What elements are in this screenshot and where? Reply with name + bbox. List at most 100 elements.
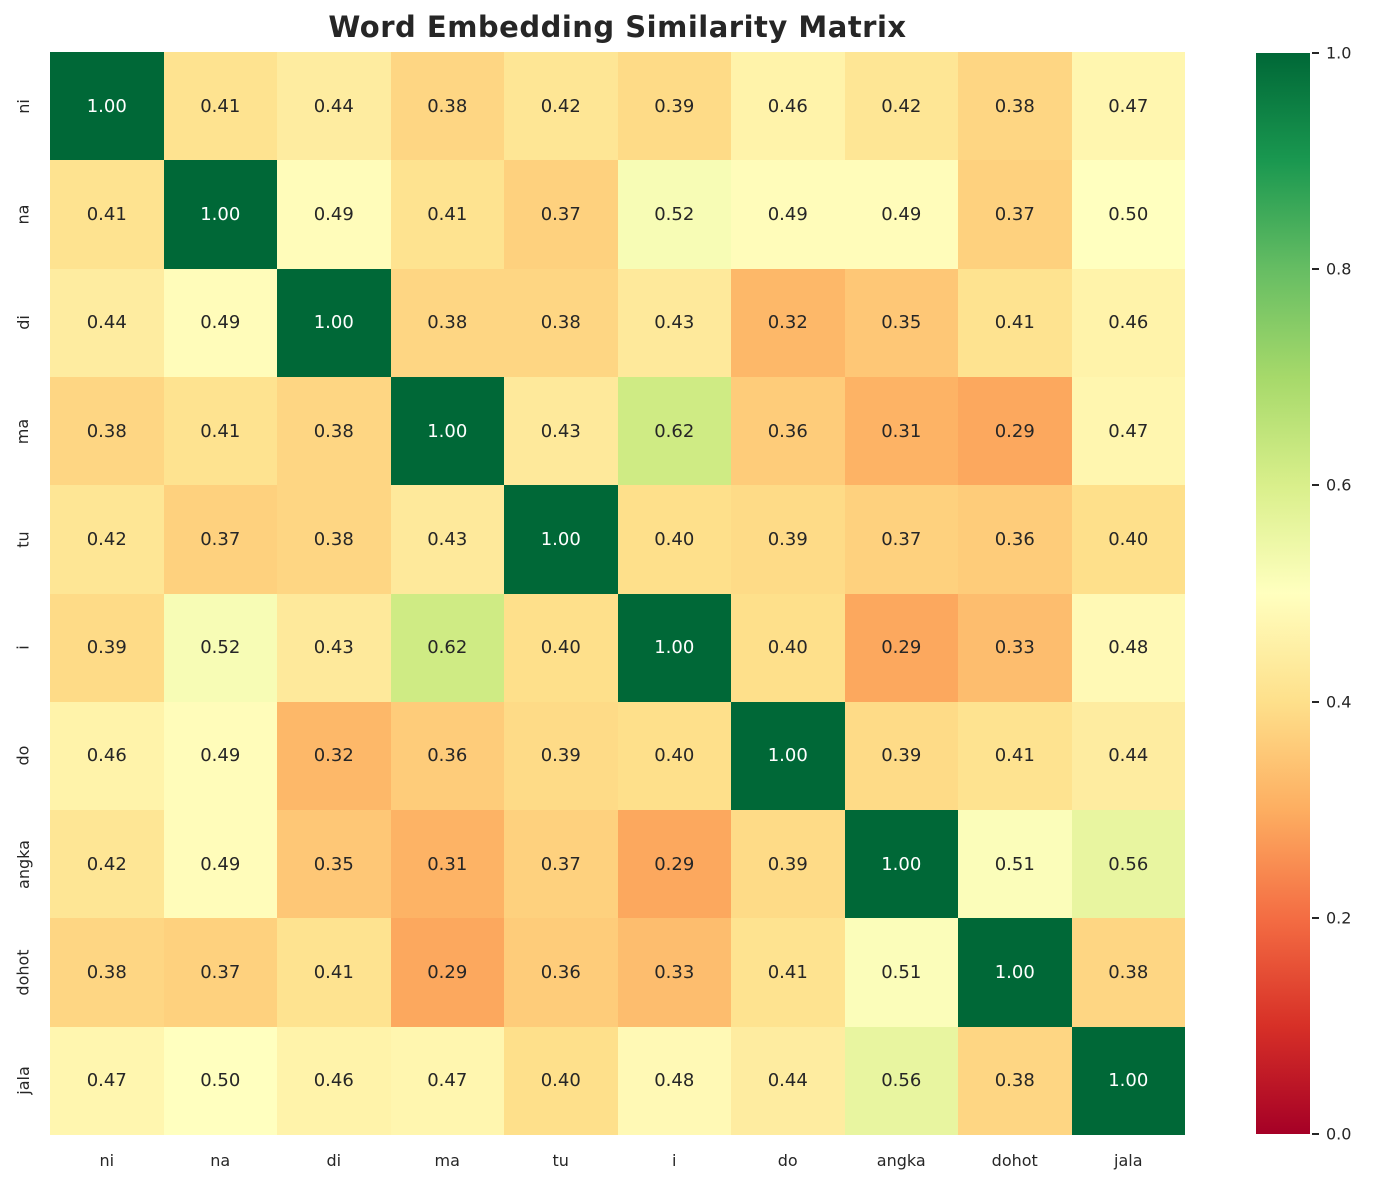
y-tick-label-text: jala [13, 1066, 33, 1096]
heatmap-cell-dohot-i: 0.33 [617, 918, 731, 1027]
x-tick-label-tu: tu [552, 1150, 569, 1170]
heatmap-cell-na-angka: 0.49 [844, 160, 958, 269]
heatmap-cell-jala-do: 0.44 [731, 1026, 845, 1135]
colorbar-tick-label: 0.2 [1326, 908, 1352, 928]
heatmap-cell-na-na: 1.00 [163, 160, 277, 269]
heatmap-cell-jala-tu: 0.40 [504, 1026, 618, 1135]
heatmap-cell-angka-angka: 1.00 [844, 810, 958, 919]
heatmap-cell-na-ma: 0.41 [390, 160, 504, 269]
heatmap-cell-na-di: 0.49 [277, 160, 391, 269]
colorbar-tick-label: 0.0 [1326, 1124, 1352, 1144]
heatmap-cell-do-na: 0.49 [163, 701, 277, 811]
heatmap-cell-do-ni: 0.46 [50, 701, 164, 811]
heatmap-cell-dohot-di: 0.41 [277, 918, 391, 1027]
heatmap-cell-i-do: 0.40 [731, 593, 845, 702]
heatmap-cell-ma-i: 0.62 [617, 376, 731, 486]
heatmap-cell-do-angka: 0.39 [844, 701, 958, 811]
heatmap-cell-dohot-jala: 0.38 [1071, 918, 1185, 1027]
heatmap-cell-i-di: 0.43 [277, 593, 391, 702]
heatmap-cell-tu-ni: 0.42 [50, 485, 164, 594]
heatmap-cell-na-ni: 0.41 [50, 160, 164, 269]
heatmap-cell-tu-angka: 0.37 [844, 485, 958, 594]
heatmap-cell-ma-ni: 0.38 [50, 376, 164, 486]
y-tick-label-text: angka [13, 839, 33, 889]
heatmap-cell-dohot-do: 0.41 [731, 918, 845, 1027]
heatmap-cell-jala-di: 0.46 [277, 1026, 391, 1135]
heatmap-cell-di-angka: 0.35 [844, 268, 958, 377]
heatmap-cell-ni-di: 0.44 [277, 52, 391, 161]
heatmap-cell-ni-i: 0.39 [617, 52, 731, 161]
x-tick-label-i: i [672, 1150, 677, 1170]
heatmap-cell-do-jala: 0.44 [1071, 701, 1185, 811]
colorbar-tick-mark [1312, 52, 1319, 54]
heatmap-cell-dohot-ni: 0.38 [50, 918, 164, 1027]
heatmap-cell-ni-na: 0.41 [163, 52, 277, 161]
heatmap-cell-di-na: 0.49 [163, 268, 277, 377]
x-tick-label-na: na [210, 1150, 231, 1170]
heatmap-cell-i-jala: 0.48 [1071, 593, 1185, 702]
heatmap-cell-ma-ma: 1.00 [390, 376, 504, 486]
heatmap-cell-angka-ma: 0.31 [390, 810, 504, 919]
y-tick-label-text: na [13, 204, 33, 225]
colorbar: 0.0 0.2 0.4 0.6 0.8 1.0 [1256, 44, 1351, 1144]
y-tick-label-dohot: dohot [0, 918, 46, 1026]
heatmap-cell-ma-jala: 0.47 [1071, 376, 1185, 486]
y-tick-label-jala: jala [0, 1027, 46, 1135]
heatmap-cell-i-na: 0.52 [163, 593, 277, 702]
heatmap-cell-di-dohot: 0.41 [958, 268, 1072, 377]
heatmap-cell-ma-di: 0.38 [277, 376, 391, 486]
x-tick-label-angka: angka [876, 1150, 926, 1170]
heatmap-cell-tu-ma: 0.43 [390, 485, 504, 594]
heatmap-cell-do-ma: 0.36 [390, 701, 504, 811]
heatmap-cell-di-ma: 0.38 [390, 268, 504, 377]
y-tick-label-i: i [0, 594, 46, 702]
heatmap-cell-ni-jala: 0.47 [1071, 52, 1185, 161]
heatmap-cell-do-tu: 0.39 [504, 701, 618, 811]
heatmap-cell-ni-dohot: 0.38 [958, 52, 1072, 161]
heatmap-cell-di-tu: 0.38 [504, 268, 618, 377]
y-tick-label-text: dohot [13, 949, 33, 996]
x-tick-label-dohot: dohot [991, 1150, 1038, 1170]
heatmap-cell-na-jala: 0.50 [1071, 160, 1185, 269]
heatmap-cell-jala-dohot: 0.38 [958, 1026, 1072, 1135]
y-tick-label-text: i [13, 645, 33, 650]
heatmap-cell-di-i: 0.43 [617, 268, 731, 377]
heatmap-cell-angka-do: 0.39 [731, 810, 845, 919]
heatmap-cell-do-do: 1.00 [731, 701, 845, 811]
heatmap-cell-tu-jala: 0.40 [1071, 485, 1185, 594]
colorbar-tick-label: 0.8 [1326, 259, 1352, 279]
colorbar-tick-label: 1.0 [1326, 43, 1352, 63]
heatmap-cell-na-do: 0.49 [731, 160, 845, 269]
heatmap-cell-ma-tu: 0.43 [504, 376, 618, 486]
heatmap-cell-tu-na: 0.37 [163, 485, 277, 594]
heatmap-cell-i-dohot: 0.33 [958, 593, 1072, 702]
y-tick-label-text: di [13, 315, 33, 331]
y-tick-label-do: do [0, 702, 46, 810]
heatmap-cell-di-ni: 0.44 [50, 268, 164, 377]
heatmap-cell-ma-dohot: 0.29 [958, 376, 1072, 486]
heatmap-cell-angka-jala: 0.56 [1071, 810, 1185, 919]
heatmap-cell-ma-do: 0.36 [731, 376, 845, 486]
heatmap-cell-di-di: 1.00 [277, 268, 391, 377]
heatmap-cell-di-jala: 0.46 [1071, 268, 1185, 377]
heatmap-cell-i-tu: 0.40 [504, 593, 618, 702]
chart-title: Word Embedding Similarity Matrix [328, 10, 907, 44]
x-tick-label-do: do [777, 1150, 798, 1170]
heatmap-cell-i-ma: 0.62 [390, 593, 504, 702]
colorbar-tick-mark [1312, 268, 1319, 271]
heatmap-cell-angka-i: 0.29 [617, 810, 731, 919]
heatmap-cell-angka-tu: 0.37 [504, 810, 618, 919]
heatmap-cell-ma-angka: 0.31 [844, 376, 958, 486]
heatmap-cell-di-do: 0.32 [731, 268, 845, 377]
heatmap-cell-i-i: 1.00 [617, 593, 731, 702]
heatmap-cell-tu-tu: 1.00 [504, 485, 618, 594]
heatmap-cell-jala-angka: 0.56 [844, 1026, 958, 1135]
heatmap-cell-na-i: 0.52 [617, 160, 731, 269]
heatmap-cell-dohot-na: 0.37 [163, 918, 277, 1027]
heatmap-cell-na-dohot: 0.37 [958, 160, 1072, 269]
heatmap-cell-tu-i: 0.40 [617, 485, 731, 594]
heatmap-cell-i-ni: 0.39 [50, 593, 164, 702]
heatmap-cell-tu-di: 0.38 [277, 485, 391, 594]
y-tick-label-angka: angka [0, 810, 46, 918]
